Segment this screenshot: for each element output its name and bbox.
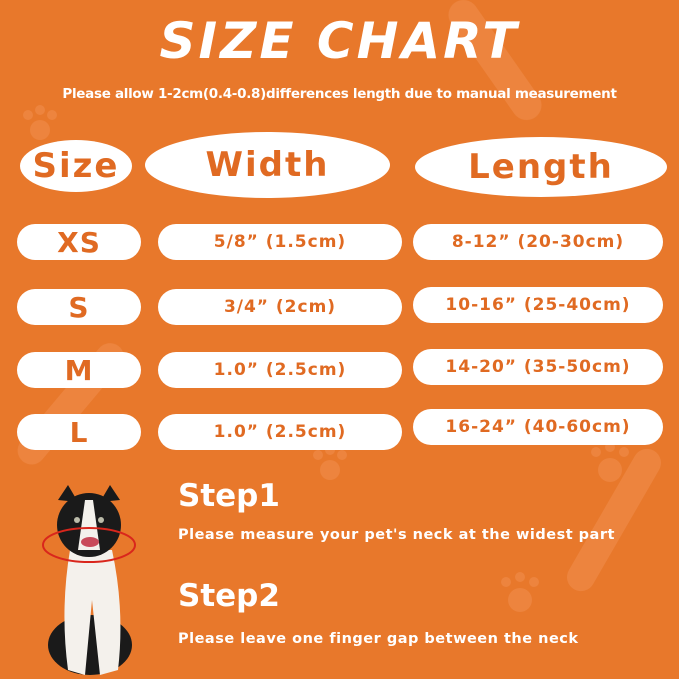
width-cell: 5/8” (1.5cm) <box>158 224 402 260</box>
width-cell: 1.0” (2.5cm) <box>158 414 402 450</box>
paw-print-icon <box>313 445 347 480</box>
header-width: Width <box>145 132 390 198</box>
paw-print-icon <box>23 105 57 140</box>
bone-icon <box>448 0 542 121</box>
width-cell: 1.0” (2.5cm) <box>158 352 402 388</box>
size-cell: L <box>17 414 141 450</box>
length-cell: 10-16” (25-40cm) <box>413 287 663 323</box>
length-cell: 16-24” (40-60cm) <box>413 409 663 445</box>
header-size: Size <box>20 140 132 192</box>
size-cell: XS <box>17 224 141 260</box>
step1-title: Step1 <box>178 478 280 514</box>
collar-ring <box>42 527 136 563</box>
length-cell: 8-12” (20-30cm) <box>413 224 663 260</box>
size-cell: S <box>17 289 141 325</box>
step2-title: Step2 <box>178 578 280 614</box>
step2-text: Please leave one finger gap between the … <box>178 631 579 647</box>
header-length: Length <box>415 137 667 197</box>
subtitle: Please allow 1-2cm(0.4-0.8)differences l… <box>62 86 617 102</box>
page-title: SIZE CHART <box>159 12 520 70</box>
bone-icon <box>567 448 661 592</box>
paw-print-icon <box>501 572 539 612</box>
size-cell: M <box>17 352 141 388</box>
width-cell: 3/4” (2cm) <box>158 289 402 325</box>
length-cell: 14-20” (35-50cm) <box>413 349 663 385</box>
step1-text: Please measure your pet's neck at the wi… <box>178 527 615 543</box>
dog-illustration <box>42 485 136 675</box>
